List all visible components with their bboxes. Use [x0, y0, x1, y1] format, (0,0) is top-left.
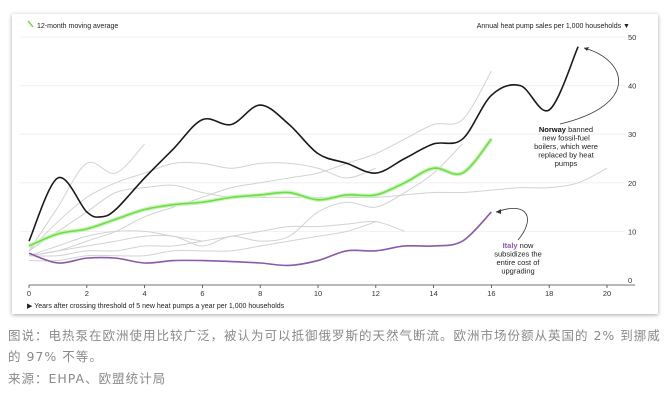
x-tick-label: 14 — [429, 289, 437, 298]
chart-card — [12, 14, 658, 314]
series-other-country — [28, 143, 145, 252]
norway-annotation-line: pumps — [555, 159, 578, 168]
legend-swatch — [27, 20, 34, 28]
series-other-country — [28, 221, 376, 262]
arrowhead-icon — [496, 209, 501, 214]
source: 来源：EHPA、欧盟统计局 — [8, 371, 167, 386]
series-other-country — [28, 220, 405, 257]
legend-label: 12-month moving average — [37, 23, 118, 30]
y-tick-label: 50 — [628, 33, 636, 42]
italy-arrow — [495, 207, 528, 241]
x-tick-label: 4 — [143, 289, 147, 298]
y-tick-label: 40 — [628, 82, 636, 91]
series-other-country — [28, 167, 608, 252]
x-tick-label: 18 — [545, 289, 553, 298]
caption-block: 图说：电热泵在欧洲使用比较广泛，被认为可以抵御俄罗斯的天然气断流。欧洲市场份额从… — [8, 325, 663, 389]
series-italy — [28, 211, 492, 267]
x-tick-label: 6 — [200, 289, 204, 298]
italy-annotation-line: upgrading — [501, 267, 534, 276]
x-tick-label: 8 — [258, 289, 262, 298]
x-tick-label: 16 — [487, 289, 495, 298]
series-other-country — [28, 230, 203, 257]
x-tick-label: 2 — [85, 289, 89, 298]
series-other-country — [28, 143, 463, 257]
caption: 图说：电热泵在欧洲使用比较广泛，被认为可以抵御俄罗斯的天然气断流。欧洲市场份额从… — [8, 328, 661, 364]
y-axis-label: Annual heat pump sales per 1,000 househo… — [477, 23, 630, 30]
heat-pump-chart: 0 10 20 30 40 50 0 2 4 6 8 10 12 14 16 18 20 12-month mo… — [20, 20, 636, 310]
y-tick-label: 0 — [628, 276, 632, 285]
y-tick-label: 30 — [628, 130, 636, 139]
series-other-country — [28, 70, 492, 257]
italy-annotation-line: Italy now — [503, 241, 534, 250]
series-other-country — [28, 161, 376, 252]
norway-arrow — [559, 47, 619, 125]
x-tick-label: 10 — [314, 289, 322, 298]
series-glow — [28, 137, 493, 248]
x-tick-label: 0 — [27, 289, 31, 298]
norway-annotation-line: Norway banned — [539, 125, 593, 134]
x-tick-label: 12 — [372, 289, 380, 298]
italy-annotation-line: entire cost of — [497, 258, 541, 267]
norway-annotation-line: replaced by heat — [538, 151, 594, 160]
y-tick-label: 10 — [628, 227, 636, 236]
x-axis-label: ▶ Years after crossing threshold of 5 ne… — [27, 303, 285, 310]
series-moving-average — [28, 138, 493, 247]
italy-annotation-line: subsidizes the — [494, 250, 542, 259]
norway-annotation-line: new fossil-fuel — [542, 134, 590, 143]
norway-annotation-line: boilers, which were — [534, 142, 598, 151]
arrowhead-icon — [584, 47, 589, 51]
series-norway — [28, 46, 579, 242]
x-tick-label: 20 — [603, 289, 611, 298]
y-tick-label: 20 — [628, 179, 636, 188]
